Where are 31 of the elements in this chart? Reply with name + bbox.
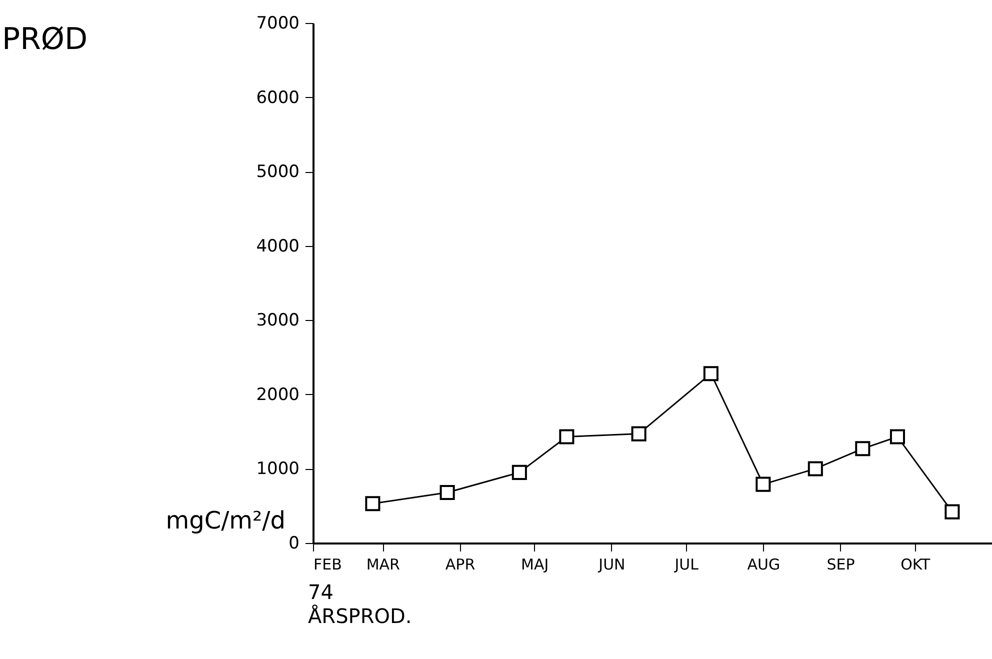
point [631, 426, 646, 442]
x-tick-label: AUG [747, 556, 780, 574]
x-tick-label: MAJ [521, 556, 549, 574]
y-tick-label: 1000 [256, 459, 300, 480]
y-axis-title: mgC/m²/d [166, 506, 286, 534]
x-tick-label: JUN [598, 556, 626, 574]
text: ÅRSPROD. [308, 604, 412, 628]
x-tick-label: APR [445, 556, 476, 574]
point [512, 464, 527, 480]
point [440, 484, 455, 500]
text: PRØD [2, 22, 88, 57]
point [559, 429, 574, 444]
point [855, 441, 870, 456]
point [703, 366, 718, 382]
x-tick-label: FEB [314, 556, 342, 574]
point [944, 504, 960, 520]
x-tick-label: SEP [826, 556, 855, 574]
y-tick-label: 6000 [256, 88, 300, 108]
y-tick-label: 5000 [256, 162, 300, 182]
point [890, 429, 906, 444]
point [756, 476, 771, 492]
text: 74 [308, 580, 334, 604]
x-tick-label: MAR [366, 556, 400, 574]
y-tick-label: 4000 [256, 236, 300, 256]
y-tick-label: 3000 [256, 310, 300, 331]
y-tick-label: 2000 [256, 384, 300, 405]
y-tick-label: 0 [288, 534, 300, 554]
point [808, 461, 823, 476]
x-tick-label: OKT [900, 556, 932, 574]
y-tick-label: 7000 [256, 14, 300, 34]
x-tick-label: JUL [674, 556, 700, 574]
